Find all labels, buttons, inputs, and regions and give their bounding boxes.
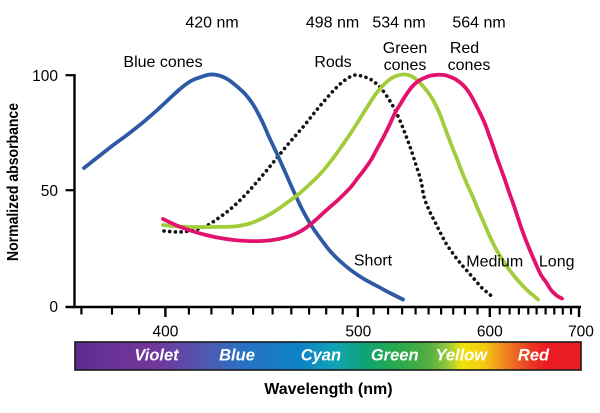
svg-text:700: 700 xyxy=(568,324,594,341)
svg-text:0: 0 xyxy=(49,299,58,316)
svg-text:Normalized absorbance: Normalized absorbance xyxy=(5,103,22,261)
svg-text:534 nm: 534 nm xyxy=(372,15,425,32)
svg-text:Cyan: Cyan xyxy=(301,347,341,365)
svg-text:Green: Green xyxy=(383,40,427,57)
svg-text:Rods: Rods xyxy=(314,54,351,71)
svg-text:420 nm: 420 nm xyxy=(185,15,238,32)
svg-text:Violet: Violet xyxy=(134,347,180,365)
svg-text:Long: Long xyxy=(539,254,575,271)
svg-text:Short: Short xyxy=(354,253,393,270)
svg-text:Blue: Blue xyxy=(219,347,255,365)
svg-text:Red: Red xyxy=(518,347,550,365)
svg-text:cones: cones xyxy=(384,57,427,74)
svg-text:500: 500 xyxy=(345,324,371,341)
svg-text:498 nm: 498 nm xyxy=(306,15,359,32)
svg-text:cones: cones xyxy=(448,57,491,74)
svg-text:400: 400 xyxy=(152,324,178,341)
svg-text:Medium: Medium xyxy=(466,254,523,271)
svg-text:600: 600 xyxy=(477,324,503,341)
svg-text:Green: Green xyxy=(371,347,419,365)
svg-text:Blue cones: Blue cones xyxy=(123,54,202,71)
svg-text:Wavelength (nm): Wavelength (nm) xyxy=(264,381,392,398)
svg-text:Red: Red xyxy=(450,40,479,57)
svg-text:50: 50 xyxy=(41,183,59,200)
svg-text:564 nm: 564 nm xyxy=(452,15,505,32)
svg-text:100: 100 xyxy=(32,68,58,85)
svg-text:Yellow: Yellow xyxy=(435,347,488,365)
